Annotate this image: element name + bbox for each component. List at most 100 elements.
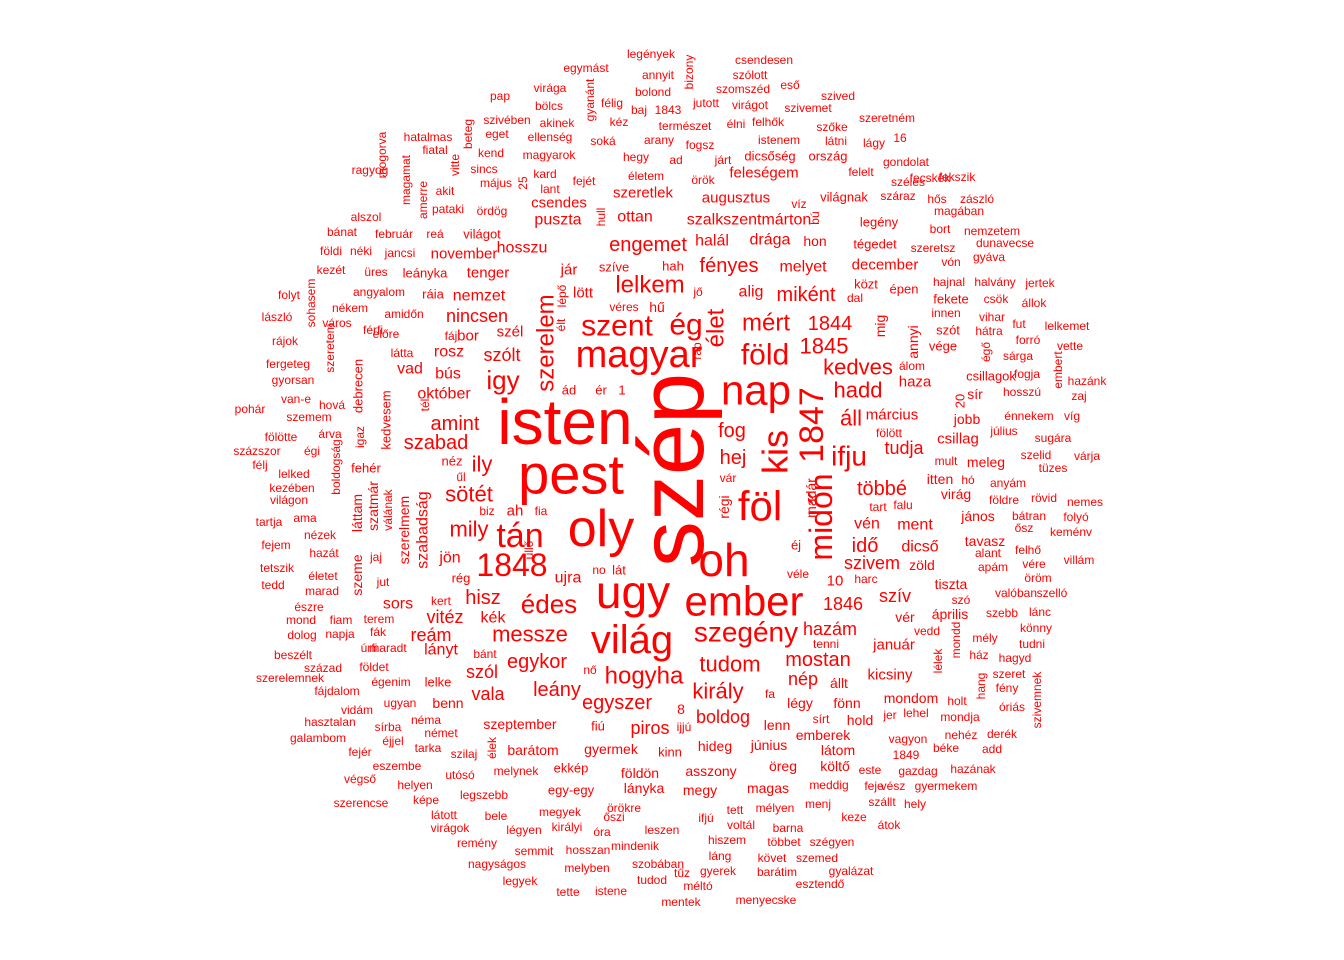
cloud-word: folyó: [1063, 510, 1089, 524]
cloud-word: 1849: [893, 748, 920, 762]
cloud-word: akinek: [540, 116, 576, 130]
cloud-word: tenni: [813, 637, 839, 651]
cloud-word: tartja: [256, 515, 283, 529]
cloud-word: ősz: [1015, 521, 1034, 535]
cloud-word: szót: [936, 323, 960, 338]
cloud-word: boldog: [696, 707, 750, 727]
cloud-word: ugy: [596, 566, 670, 618]
cloud-word: holt: [947, 694, 967, 708]
cloud-word: száraz: [880, 189, 915, 203]
cloud-word: égő: [979, 342, 993, 362]
cloud-word: mély: [972, 631, 997, 645]
cloud-word: hátra: [975, 324, 1003, 338]
cloud-word: föld: [741, 339, 789, 372]
cloud-word: bort: [930, 222, 951, 236]
cloud-word: fut: [1012, 317, 1026, 331]
cloud-word: vére: [1022, 557, 1046, 571]
cloud-word: város: [322, 316, 351, 330]
cloud-word: végső: [344, 772, 376, 786]
cloud-word: sír: [967, 386, 983, 402]
cloud-word: ujra: [555, 570, 582, 587]
cloud-word: kis: [755, 430, 796, 474]
cloud-word: apám: [978, 560, 1008, 574]
cloud-word: férfi: [363, 323, 383, 337]
cloud-word: keze: [841, 810, 867, 824]
cloud-word: alig: [739, 284, 764, 301]
cloud-word: arany: [644, 133, 674, 147]
cloud-word: biz: [479, 504, 494, 518]
cloud-word: közt: [854, 277, 878, 292]
cloud-word: járt: [714, 153, 732, 167]
cloud-word: mentek: [661, 895, 701, 909]
cloud-word: lelkemet: [1045, 319, 1090, 333]
cloud-word: kezét: [317, 263, 346, 277]
cloud-word: ember: [684, 578, 803, 625]
cloud-word: szíve: [599, 260, 629, 275]
cloud-word: embert: [1051, 351, 1065, 389]
cloud-word: nap: [721, 367, 791, 414]
cloud-word: istene: [595, 884, 627, 898]
cloud-word: hová: [319, 398, 345, 412]
cloud-word: sírba: [375, 720, 402, 734]
cloud-word: este: [859, 763, 882, 777]
cloud-word: ellenség: [528, 130, 573, 144]
cloud-word: ekkép: [554, 761, 589, 776]
cloud-word: vad: [397, 361, 423, 378]
cloud-word: fájdalom: [314, 684, 359, 698]
cloud-word: csendesen: [735, 53, 793, 67]
cloud-word: szólott: [733, 68, 768, 82]
cloud-word: víg: [1064, 409, 1080, 423]
cloud-word: szállt: [868, 795, 896, 809]
cloud-word: látom: [821, 742, 855, 758]
cloud-word: vette: [1057, 339, 1083, 353]
cloud-word: látni: [825, 134, 847, 148]
cloud-word: kék: [481, 610, 507, 627]
cloud-word: 1846: [823, 594, 863, 614]
cloud-word: pest: [518, 443, 624, 506]
cloud-word: gyorsan: [272, 373, 315, 387]
cloud-word: itten: [927, 471, 953, 487]
cloud-word: virága: [534, 81, 567, 95]
cloud-word: angyalom: [353, 285, 405, 299]
cloud-word: bölcs: [535, 99, 563, 113]
cloud-word: menyecske: [736, 893, 797, 907]
cloud-word: sárga: [1003, 349, 1033, 363]
cloud-word: július: [989, 424, 1017, 438]
cloud-word: könny: [1020, 621, 1052, 635]
cloud-word: melyben: [564, 861, 609, 875]
cloud-word: eget: [485, 127, 509, 141]
cloud-word: debrecen: [351, 359, 366, 413]
cloud-word: szomszéd: [716, 82, 770, 96]
cloud-word: vón: [941, 255, 960, 269]
cloud-word: éj: [791, 538, 801, 553]
cloud-word: szabad: [404, 432, 469, 454]
cloud-word: meddig: [809, 778, 848, 792]
cloud-word: szelid: [1021, 448, 1052, 462]
cloud-word: eszembe: [373, 759, 422, 773]
cloud-word: mily: [449, 517, 488, 542]
cloud-word: barna: [773, 821, 804, 835]
cloud-word: század: [304, 661, 342, 675]
cloud-word: lányka: [624, 780, 665, 796]
cloud-word: természet: [659, 119, 712, 133]
cloud-word: 1: [618, 383, 625, 398]
cloud-word: tudni: [1019, 637, 1045, 651]
cloud-word: zászló: [960, 192, 994, 206]
cloud-word: szégyen: [810, 835, 855, 849]
cloud-word: melynek: [494, 764, 540, 778]
cloud-word: hagyd: [999, 651, 1032, 665]
cloud-word: hű: [649, 299, 665, 315]
cloud-word: tavasz: [965, 533, 1005, 549]
cloud-word: német: [424, 726, 458, 740]
cloud-word: isten: [497, 386, 632, 458]
cloud-word: emberek: [796, 727, 851, 743]
cloud-word: üres: [364, 265, 387, 279]
cloud-word: földre: [989, 493, 1019, 507]
cloud-word: tán: [496, 517, 543, 555]
cloud-word: oh: [698, 534, 749, 586]
cloud-word: csendes: [531, 195, 587, 212]
cloud-word: amidőn: [384, 307, 423, 321]
cloud-word: éjjel: [382, 734, 403, 748]
cloud-word: látta: [391, 346, 414, 360]
cloud-word: fogja: [1014, 367, 1040, 381]
